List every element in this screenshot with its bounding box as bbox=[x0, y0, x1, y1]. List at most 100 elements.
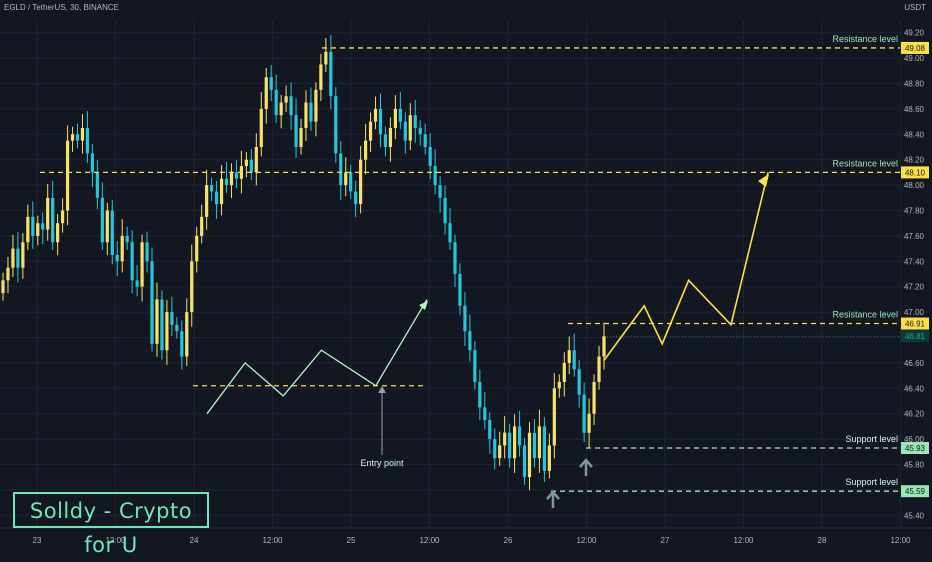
candle-body bbox=[16, 248, 20, 268]
candle-body bbox=[458, 274, 462, 306]
last-price-label: 46.81 bbox=[905, 332, 926, 341]
candle-body bbox=[522, 445, 527, 478]
candle-body bbox=[284, 96, 288, 103]
x-tick-label: 12:00 bbox=[576, 536, 597, 545]
candle-body bbox=[503, 432, 507, 446]
candle-body bbox=[582, 394, 586, 433]
candle-body bbox=[354, 191, 358, 205]
price-tag-label: 46.91 bbox=[905, 320, 926, 329]
candle-body bbox=[314, 89, 318, 122]
candle-body bbox=[468, 331, 472, 351]
candle-body bbox=[557, 381, 561, 389]
candle-body bbox=[85, 127, 90, 154]
entry-arrow-head bbox=[419, 301, 428, 310]
x-tick-label: 23 bbox=[33, 536, 42, 545]
candle-body bbox=[214, 191, 219, 205]
candle-body bbox=[75, 134, 80, 141]
candle-body bbox=[254, 147, 258, 173]
candle-body bbox=[160, 299, 164, 351]
x-tick-label: 27 bbox=[661, 536, 670, 545]
up-arrow-head bbox=[546, 490, 560, 500]
candle-body bbox=[95, 172, 99, 198]
candle-body bbox=[383, 134, 388, 147]
candle-body bbox=[388, 127, 393, 147]
y-tick-label: 48.80 bbox=[904, 80, 925, 89]
candle-body bbox=[31, 216, 35, 236]
candle-body bbox=[229, 172, 234, 186]
candle-body bbox=[448, 223, 452, 243]
candle-body bbox=[463, 305, 467, 332]
candle-body bbox=[498, 445, 502, 459]
y-tick-label: 46.20 bbox=[904, 410, 925, 419]
resistance-level-label: Resistance level bbox=[832, 310, 898, 320]
candle-body bbox=[602, 336, 606, 357]
last-price-tag bbox=[901, 330, 929, 343]
candle-body bbox=[234, 172, 239, 179]
candle-body bbox=[70, 134, 75, 141]
symbol-header: EGLD / TetherUS, 30, BINANCE bbox=[4, 3, 120, 12]
candle-body bbox=[130, 242, 134, 281]
candle-body bbox=[408, 115, 412, 141]
price-tag-label: 45.93 bbox=[905, 444, 926, 453]
candle-body bbox=[319, 64, 323, 90]
candle-body bbox=[264, 77, 268, 109]
x-tick-label: 12:00 bbox=[733, 536, 754, 545]
x-tick-label: 26 bbox=[504, 536, 513, 545]
candle-body bbox=[423, 134, 427, 147]
y-tick-label: 46.00 bbox=[904, 435, 925, 444]
candle-body bbox=[26, 216, 30, 243]
candle-body bbox=[249, 159, 253, 173]
candle-body bbox=[527, 432, 532, 478]
candle-body bbox=[175, 324, 179, 332]
candle-body bbox=[363, 140, 368, 160]
candle-body bbox=[378, 108, 383, 135]
candle-body bbox=[334, 96, 338, 154]
candle-body bbox=[6, 267, 10, 281]
candle-body bbox=[205, 185, 209, 217]
candle-body bbox=[170, 312, 174, 325]
candle-body bbox=[413, 115, 417, 128]
candle-body bbox=[488, 420, 492, 440]
candle-body bbox=[165, 312, 169, 351]
candle-body bbox=[135, 280, 139, 287]
y-tick-label: 48.40 bbox=[904, 130, 925, 139]
y-tick-label: 49.20 bbox=[904, 29, 925, 38]
price-tag-label: 49.08 bbox=[905, 44, 926, 53]
candle-body bbox=[398, 108, 402, 122]
candle-body bbox=[61, 210, 65, 224]
candle-body bbox=[552, 388, 556, 446]
candle-body bbox=[289, 96, 293, 116]
chart-background bbox=[0, 0, 932, 550]
y-tick-label: 45.40 bbox=[904, 511, 925, 520]
candle-body bbox=[403, 121, 407, 141]
candle-body bbox=[90, 153, 95, 173]
candle-body bbox=[428, 147, 432, 167]
candle-body bbox=[1, 280, 5, 294]
candle-body bbox=[120, 235, 124, 262]
price-chart[interactable]: 45.4045.6045.8046.0046.2046.4046.6046.80… bbox=[0, 0, 932, 550]
candle-body bbox=[224, 178, 229, 186]
candle-body bbox=[349, 172, 353, 192]
forecast-path bbox=[603, 172, 769, 361]
candle-body bbox=[517, 426, 522, 446]
candle-body bbox=[537, 426, 542, 459]
candle-body bbox=[577, 369, 581, 395]
candle-body bbox=[373, 108, 378, 122]
candle-body bbox=[190, 261, 194, 313]
price-tag bbox=[901, 41, 929, 54]
candle-body bbox=[279, 102, 283, 116]
y-tick-label: 46.60 bbox=[904, 359, 925, 368]
candle-body bbox=[180, 331, 184, 357]
forecast-arrow-head bbox=[758, 174, 769, 187]
candle-body bbox=[542, 426, 546, 471]
candle-body bbox=[51, 197, 55, 243]
price-tag-label: 45.59 bbox=[905, 487, 926, 496]
y-tick-label: 45.80 bbox=[904, 461, 925, 470]
candle-body bbox=[597, 356, 601, 382]
candle-body bbox=[299, 127, 303, 147]
entry-path bbox=[206, 299, 428, 415]
y-tick-label: 47.40 bbox=[904, 257, 925, 266]
candle-body bbox=[105, 210, 109, 243]
candle-body bbox=[483, 407, 487, 421]
y-tick-label: 47.00 bbox=[904, 308, 925, 317]
